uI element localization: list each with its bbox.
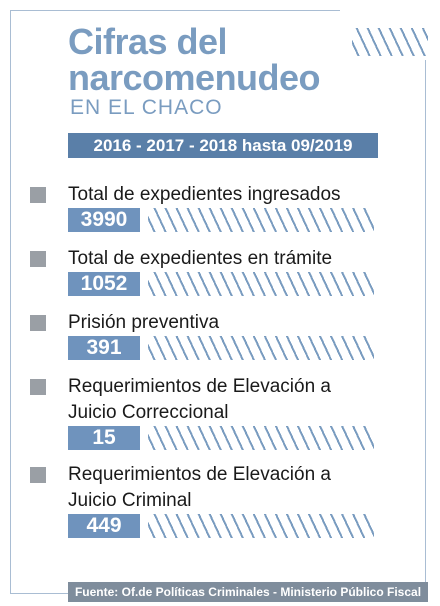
decoration (148, 208, 374, 232)
item-value: 3990 (68, 208, 140, 232)
item-value: 449 (68, 514, 140, 538)
item-label: Prisión preventiva (68, 312, 220, 333)
bullet (30, 467, 46, 483)
item-value: 1052 (68, 272, 140, 296)
period: 2016 - 2017 - 2018 hasta 09/2019 (68, 133, 378, 158)
bullet (30, 315, 46, 331)
item-label: Total de expedientes en trámite (68, 248, 333, 269)
item-value: 391 (68, 336, 140, 360)
item-label: Requerimientos de Elevación a (68, 464, 331, 485)
item-label: Total de expedientes ingresados (68, 184, 341, 205)
decoration (352, 28, 428, 56)
item-label: Requerimientos de Elevación a (68, 376, 331, 397)
bullet (30, 187, 46, 203)
subtitle: EN EL CHACO (70, 96, 223, 119)
bullet (30, 251, 46, 267)
title: Cifras del (68, 21, 228, 62)
decoration (148, 514, 374, 538)
bullet (30, 379, 46, 395)
source: Fuente: Of.de Políticas Criminales - Min… (68, 582, 428, 602)
decoration (148, 336, 374, 360)
decoration (148, 272, 374, 296)
decoration (148, 426, 374, 450)
item-label: Juicio Correccional (68, 402, 229, 423)
title: narcomenudeo (68, 57, 321, 98)
item-label: Juicio Criminal (68, 490, 192, 511)
item-value: 15 (68, 426, 140, 450)
